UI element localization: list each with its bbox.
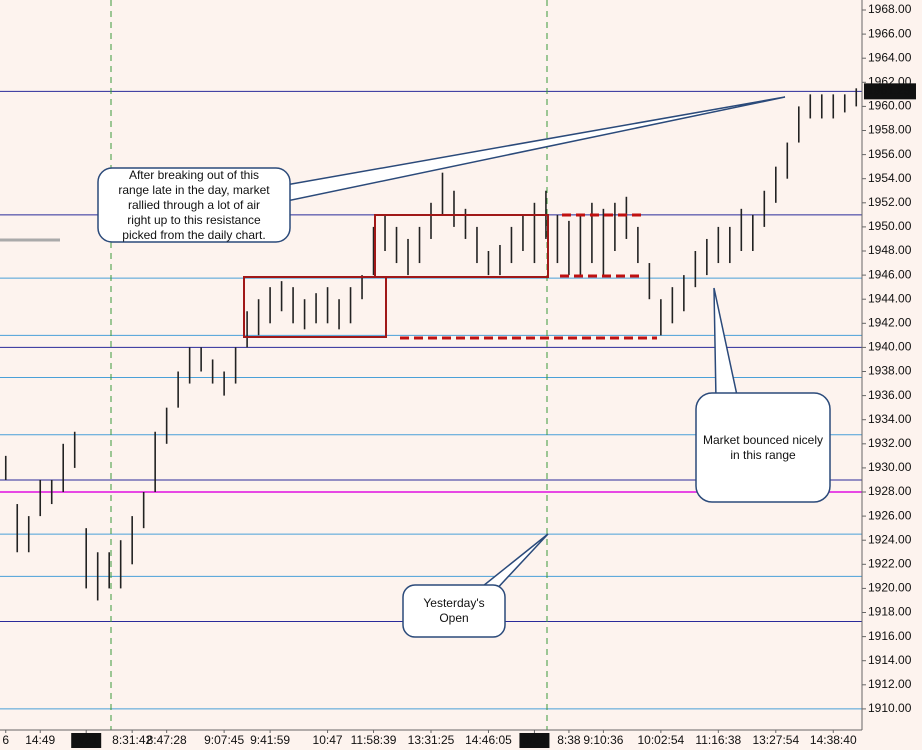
x-tick-label: 10:47	[313, 733, 343, 747]
x-tick-label: 9:10:36	[583, 733, 623, 747]
y-tick-label: 1940.00	[868, 340, 912, 354]
x-tick-label: 9:41:59	[250, 733, 290, 747]
x-tick-label: 8:38	[557, 733, 581, 747]
y-tick-label: 1952.00	[868, 195, 912, 209]
y-tick-label: 1968.00	[868, 2, 912, 16]
x-tick-label: 8:47:28	[147, 733, 187, 747]
y-tick-label: 1920.00	[868, 581, 912, 595]
x-tick-label: 8:31:42	[112, 733, 152, 747]
annotation-text: range late in the day, market	[118, 183, 270, 197]
y-tick-label: 1932.00	[868, 436, 912, 450]
x-tick-label: 14:38:40	[810, 733, 857, 747]
annotation-text: Open	[439, 611, 468, 625]
annotation-text: rallied through a lot of air	[128, 198, 260, 212]
y-tick-label: 1944.00	[868, 291, 912, 305]
range-box	[374, 214, 549, 278]
y-tick-label: 1918.00	[868, 605, 912, 619]
date-box	[71, 733, 102, 748]
y-tick-label: 1936.00	[868, 388, 912, 402]
x-tick-label: 3/23	[523, 733, 547, 747]
x-tick-label: 6	[2, 733, 9, 747]
y-tick-label: 1926.00	[868, 508, 912, 522]
y-tick-label: 1954.00	[868, 171, 912, 185]
y-tick-label: 1962.00	[868, 74, 912, 88]
y-tick-label: 1930.00	[868, 460, 912, 474]
y-tick-label: 1964.00	[868, 50, 912, 64]
annotation-text: After breaking out of this	[129, 168, 259, 182]
x-tick-label: 14:49	[25, 733, 55, 747]
y-tick-label: 1924.00	[868, 532, 912, 546]
x-tick-label: 10:02:54	[638, 733, 685, 747]
x-tick-label: 11:16:38	[695, 733, 741, 747]
y-tick-label: 1946.00	[868, 267, 912, 281]
annotation-text: right up to this resistance	[127, 213, 261, 227]
y-tick-label: 1912.00	[868, 677, 912, 691]
annotation-text: picked from the daily chart.	[122, 228, 265, 242]
y-tick-label: 1910.00	[868, 701, 912, 715]
y-tick-label: 1950.00	[868, 219, 912, 233]
x-tick-label: 9:07:45	[204, 733, 244, 747]
callout	[695, 392, 831, 503]
y-tick-label: 1948.00	[868, 243, 912, 257]
y-tick-label: 1942.00	[868, 315, 912, 329]
annotation-text: in this range	[730, 448, 796, 462]
callout	[97, 167, 291, 243]
x-tick-label: 13:27:54	[752, 733, 799, 747]
annotation-text: Yesterday's	[423, 596, 484, 610]
y-tick-label: 1960.00	[868, 99, 912, 113]
annotation-text: Market bounced nicely	[703, 433, 823, 447]
y-tick-label: 1922.00	[868, 556, 912, 570]
y-tick-label: 1934.00	[868, 412, 912, 426]
y-tick-label: 1928.00	[868, 484, 912, 498]
x-tick-label: 13:31:25	[408, 733, 455, 747]
bars	[4, 88, 858, 601]
x-tick-label: 3/21	[75, 733, 99, 747]
date-box	[519, 733, 550, 748]
x-tick-label: 14:46:05	[465, 733, 512, 747]
last-price-box	[864, 83, 916, 100]
range-box	[243, 276, 387, 338]
x-tick-label: 11:58:39	[351, 733, 397, 747]
y-tick-label: 1956.00	[868, 147, 912, 161]
last-price-label: 1961.25	[867, 84, 911, 98]
y-tick-label: 1938.00	[868, 364, 912, 378]
callout	[402, 584, 506, 638]
y-tick-label: 1958.00	[868, 123, 912, 137]
y-tick-label: 1916.00	[868, 629, 912, 643]
y-tick-label: 1966.00	[868, 26, 912, 40]
y-tick-label: 1914.00	[868, 653, 912, 667]
